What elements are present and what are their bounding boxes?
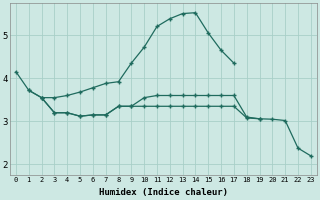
X-axis label: Humidex (Indice chaleur): Humidex (Indice chaleur) bbox=[99, 188, 228, 197]
